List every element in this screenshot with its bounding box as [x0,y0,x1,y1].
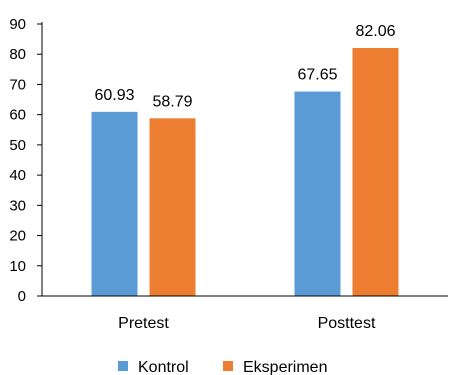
y-tick-label: 80 [9,46,26,63]
data-label: 60.93 [94,87,134,104]
data-label: 82.06 [355,23,395,40]
y-tick-label: 70 [9,76,26,93]
x-tick-label: Posttest [318,315,376,332]
bar-kontrol-posttest [294,91,341,297]
y-tick-label: 20 [9,228,26,245]
y-tick-label: 10 [9,258,26,275]
bar-eksperimen-posttest [352,47,399,296]
y-tick-label: 60 [9,107,26,124]
legend: Kontrol Eksperimen [118,359,327,375]
bar-kontrol-pretest [91,111,138,296]
data-labels: 60.93 58.79 67.65 82.06 [94,23,395,110]
x-axis: Pretest Posttest [42,295,448,332]
x-tick-label: Pretest [118,315,169,332]
data-label: 67.65 [297,67,337,84]
y-tick-label: 0 [18,288,26,305]
data-label: 58.79 [152,93,192,110]
legend-swatch-eksperimen [223,361,233,371]
legend-swatch-kontrol [118,361,128,371]
bars [91,47,399,297]
legend-label-eksperimen: Eksperimen [243,359,327,375]
bar-eksperimen-pretest [149,118,196,297]
y-tick-label: 40 [9,167,26,184]
y-tick-label: 90 [9,16,26,33]
y-tick-label: 50 [9,137,26,154]
legend-label-kontrol: Kontrol [138,359,189,375]
y-axis: 0 10 20 30 40 50 60 70 80 90 [9,16,43,305]
y-tick-label: 30 [9,197,26,214]
